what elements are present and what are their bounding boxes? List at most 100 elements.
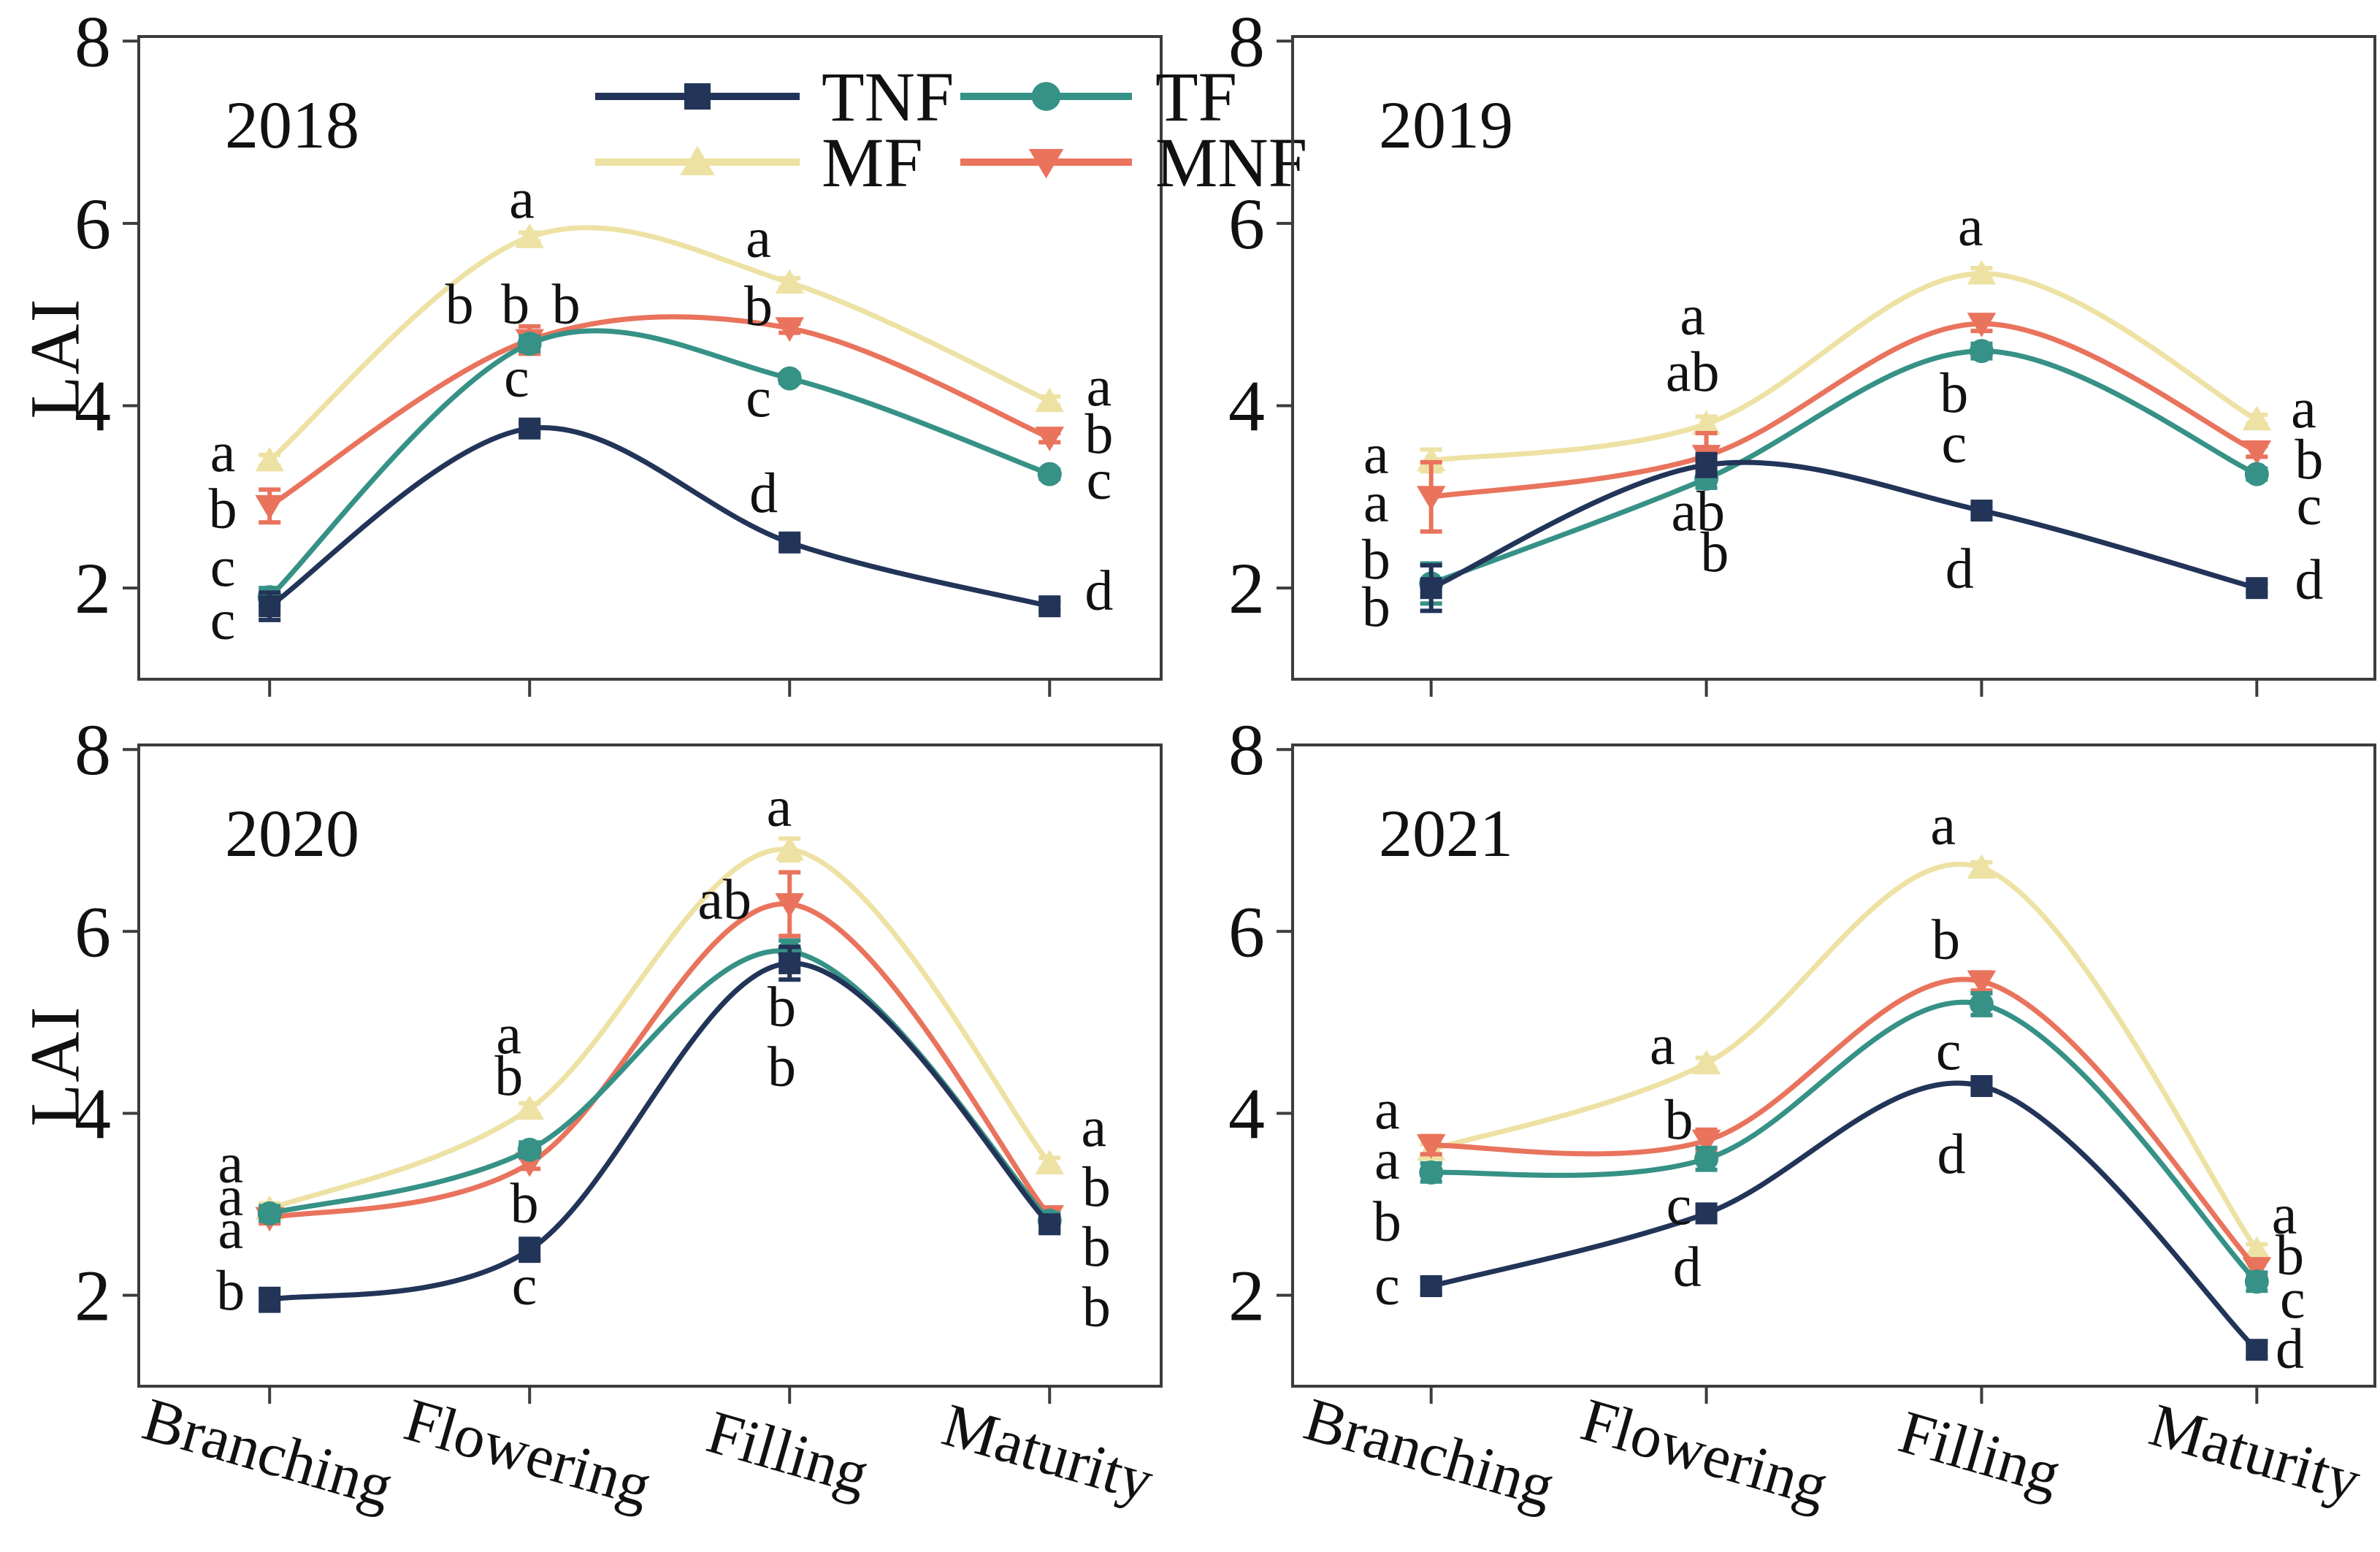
legend-label-MF: MF xyxy=(822,123,923,202)
point-marker-MF-2 xyxy=(775,269,805,294)
series-line-TF xyxy=(267,328,1052,600)
sig-letter: a xyxy=(1081,1095,1106,1158)
series-line-TF xyxy=(1428,348,2260,586)
sig-letter: d xyxy=(1084,559,1113,622)
point-marker-TNF-0 xyxy=(1420,577,1442,600)
point-marker-MNF-0 xyxy=(1416,1134,1446,1159)
series-line-TNF xyxy=(267,425,1052,609)
point-marker-MNF-2 xyxy=(1967,313,1997,337)
sig-letter: b xyxy=(1700,520,1729,584)
point-marker-TF-3 xyxy=(2244,1269,2269,1294)
sig-letter: b xyxy=(494,1044,523,1107)
series-line-MNF xyxy=(267,901,1052,1221)
point-marker-TNF-2 xyxy=(1970,1075,1993,1098)
y-tick-label: 6 xyxy=(1228,183,1265,264)
sig-letter: b xyxy=(510,1171,539,1234)
sig-letter: d xyxy=(1945,537,1974,600)
legend-item-TNF: TNF xyxy=(595,58,954,136)
sig-letter: b xyxy=(2295,427,2323,491)
legend-marker-MF xyxy=(680,145,715,175)
point-marker-MNF-3 xyxy=(1035,427,1065,451)
point-marker-MNF-2 xyxy=(775,892,805,918)
plot-frame xyxy=(1291,743,2376,1388)
point-marker-MNF-0 xyxy=(255,494,284,520)
sig-letter: b xyxy=(744,274,773,337)
sig-letter: a xyxy=(496,1002,521,1066)
point-marker-MF-2 xyxy=(1967,854,1997,879)
point-marker-TNF-1 xyxy=(519,1239,541,1261)
point-marker-MF-1 xyxy=(515,223,545,248)
point-marker-MNF-2 xyxy=(1967,970,1997,995)
point-marker-MNF-2 xyxy=(775,317,805,343)
point-marker-TF-3 xyxy=(1037,462,1062,486)
sig-letter: a xyxy=(767,774,792,838)
sig-letter: a xyxy=(1958,194,1983,257)
series-line-MF xyxy=(267,846,1052,1212)
sig-letter: c xyxy=(512,1253,537,1317)
point-marker-TNF-3 xyxy=(1038,1213,1061,1236)
legend-label-TF: TF xyxy=(1155,58,1237,136)
point-marker-MNF-0 xyxy=(1416,486,1446,511)
point-marker-MNF-1 xyxy=(1691,1129,1721,1155)
point-marker-TNF-3 xyxy=(2246,577,2268,600)
sig-letter: b xyxy=(216,1258,245,1322)
x-tick-label-Flowering: Flowering xyxy=(1574,1385,1835,1521)
sig-letter: b xyxy=(768,974,796,1038)
sig-letter: a xyxy=(218,1196,243,1260)
point-marker-MF-3 xyxy=(1035,1150,1065,1174)
point-marker-MNF-3 xyxy=(2242,1257,2272,1282)
sig-letter: a xyxy=(1363,470,1389,534)
sig-letter: b xyxy=(501,272,529,336)
y-tick-label: 2 xyxy=(74,1255,111,1336)
legend-marker-TNF xyxy=(684,83,711,110)
point-marker-MF-2 xyxy=(1967,259,1997,285)
x-tick-label-Filling: Filling xyxy=(1892,1398,2068,1508)
point-marker-TNF-2 xyxy=(778,531,801,554)
point-marker-TF-0 xyxy=(1419,1160,1444,1185)
point-marker-TNF-0 xyxy=(259,595,281,618)
sig-letter: b xyxy=(552,272,581,336)
sig-letter: c xyxy=(2280,1266,2306,1330)
sig-letter: a xyxy=(1374,1077,1400,1141)
sig-letter: c xyxy=(1087,447,1112,511)
sig-letter: a xyxy=(746,206,771,270)
point-marker-MF-1 xyxy=(1691,1050,1721,1074)
x-tick-label-Branching: Branching xyxy=(1297,1385,1561,1521)
sig-letter: a xyxy=(1363,421,1389,485)
x-tick-label-Maturity: Maturity xyxy=(935,1391,1160,1515)
sig-letter: b xyxy=(1932,907,1960,971)
sig-letter: a xyxy=(210,420,236,483)
y-tick-label: 8 xyxy=(1228,1,1265,82)
plot-frame xyxy=(137,35,1163,681)
legend-marker-MNF xyxy=(1028,149,1064,179)
y-tick-label: 4 xyxy=(1228,366,1265,447)
sig-letter: a xyxy=(218,1131,243,1195)
x-tick-label-Flowering: Flowering xyxy=(397,1385,659,1521)
y-tick-label: 8 xyxy=(74,709,111,790)
point-marker-TNF-1 xyxy=(1695,1202,1718,1225)
sig-letter: c xyxy=(504,345,529,409)
sig-letter: c xyxy=(1667,1173,1692,1236)
sig-letter: b xyxy=(1362,575,1390,638)
sig-letter: d xyxy=(1937,1122,1965,1185)
sig-letter: b xyxy=(768,1035,796,1098)
y-tick-label: 2 xyxy=(74,548,111,629)
sig-letter: ab xyxy=(1666,340,1720,403)
legend-marker-TF xyxy=(1031,82,1061,111)
sig-letter: c xyxy=(1941,410,1967,474)
point-marker-TNF-3 xyxy=(2246,1339,2268,1361)
point-marker-MF-0 xyxy=(1416,446,1446,472)
legend-item-MF: MF xyxy=(595,123,923,202)
sig-letter: d xyxy=(1673,1235,1702,1299)
sig-letter: c xyxy=(210,588,236,651)
sig-letter: b xyxy=(209,476,237,540)
point-marker-TNF-3 xyxy=(1038,595,1061,618)
point-marker-TNF-0 xyxy=(1420,1275,1442,1298)
x-tick-label-Branching: Branching xyxy=(136,1385,400,1521)
x-tick-label-Maturity: Maturity xyxy=(2143,1391,2368,1515)
year-label: 2018 xyxy=(225,88,359,162)
